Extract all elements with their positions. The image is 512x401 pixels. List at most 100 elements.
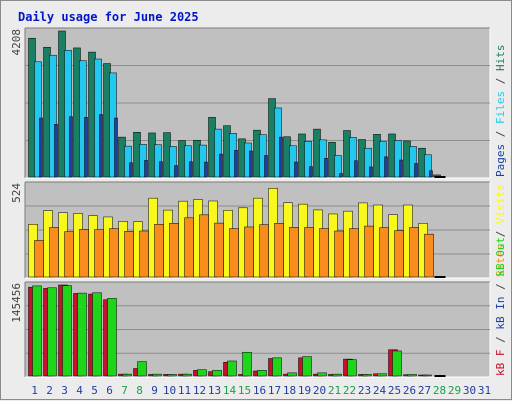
series-sites	[34, 214, 434, 278]
bar	[69, 116, 73, 178]
legend-entry: Files	[494, 91, 507, 124]
bar	[49, 227, 59, 278]
bar	[394, 230, 404, 278]
bar	[324, 158, 328, 178]
x-tick-label: 28	[433, 384, 446, 397]
legend-entry: kB F	[494, 350, 507, 377]
x-tick-label: 22	[343, 384, 356, 397]
bar	[62, 285, 72, 377]
bar	[107, 298, 117, 377]
legend-entry: Visits	[494, 184, 507, 224]
y-axis-max-label: 145456	[10, 283, 23, 323]
series-visits	[28, 188, 428, 278]
bar	[47, 287, 57, 377]
bar	[189, 161, 193, 178]
x-tick-label: 26	[403, 384, 416, 397]
bar	[317, 372, 327, 377]
x-tick-label: 5	[91, 384, 98, 397]
bar	[84, 117, 88, 178]
series-pages	[39, 114, 433, 178]
bar	[32, 285, 42, 377]
bar	[54, 124, 58, 178]
bar	[424, 154, 432, 178]
bar	[199, 144, 207, 178]
bar	[39, 117, 43, 178]
x-tick-label: 11	[178, 384, 191, 397]
bar	[77, 292, 87, 377]
bar	[99, 114, 103, 178]
side-legend: Sites / Visits	[494, 184, 507, 277]
x-tick-label: 7	[121, 384, 128, 397]
bar	[124, 145, 132, 178]
bar	[167, 374, 177, 377]
x-tick-label: 3	[61, 384, 68, 397]
x-tick-label: 19	[298, 384, 311, 397]
bar	[94, 229, 104, 278]
bar	[287, 372, 297, 377]
x-tick-label: 20	[313, 384, 326, 397]
x-tick-label: 18	[283, 384, 296, 397]
bar	[229, 228, 239, 278]
bar	[392, 350, 402, 377]
bar	[184, 145, 192, 178]
bar	[182, 373, 192, 377]
bar	[199, 214, 209, 278]
bar	[409, 227, 419, 278]
bar	[347, 359, 357, 377]
bar	[422, 374, 432, 377]
y-axis-max-label: 4208	[10, 29, 23, 56]
bar	[159, 161, 163, 178]
bar	[174, 165, 178, 178]
bar	[364, 147, 372, 178]
side-legend: Pages / Files / Hits	[494, 45, 507, 178]
bar	[289, 145, 297, 178]
bar	[339, 173, 343, 178]
legend-entry: kB Out	[494, 237, 507, 277]
bar	[249, 150, 253, 178]
bar	[274, 223, 284, 278]
bar	[79, 228, 89, 278]
side-legend: kB F / kB In / kB Out	[494, 237, 507, 376]
bar	[144, 160, 148, 178]
bar	[409, 146, 417, 178]
bar	[152, 373, 162, 377]
bar	[214, 222, 224, 278]
zero-marker	[434, 176, 446, 178]
panel-hits-files-pages: 4208 Pages / Files / Hits	[10, 27, 507, 179]
bar	[294, 161, 298, 178]
panel-kbytes: 145456 kB F / kB In / kB Out	[10, 237, 507, 378]
bar	[242, 351, 252, 377]
x-tick-label: 24	[373, 384, 387, 397]
x-tick-label: 17	[268, 384, 281, 397]
bar	[429, 170, 433, 178]
bar	[272, 357, 282, 377]
bar	[214, 128, 222, 178]
bar	[197, 369, 207, 377]
bar	[264, 155, 268, 178]
chart-title: Daily usage for June 2025	[18, 10, 199, 24]
bar	[279, 136, 283, 178]
bar	[379, 227, 389, 278]
bar	[289, 227, 299, 278]
legend-entry: Sites	[494, 244, 507, 277]
legend-entry: kB In	[494, 297, 507, 330]
bar	[109, 228, 119, 278]
bar	[64, 231, 74, 278]
series-files	[34, 50, 432, 178]
bar	[394, 140, 402, 178]
bar	[334, 155, 342, 178]
bar	[257, 370, 267, 377]
x-tick-label: 12	[193, 384, 206, 397]
bar	[234, 150, 238, 178]
chart-panels: 4208 Pages / Files / Hits 524 Sites / Visit…	[10, 27, 507, 378]
bar	[349, 228, 359, 278]
bar	[154, 144, 162, 178]
bar	[137, 361, 147, 377]
x-tick-label: 15	[238, 384, 251, 397]
legend-entry: Pages	[494, 144, 507, 177]
bar	[124, 231, 134, 278]
x-tick-label: 10	[163, 384, 176, 397]
x-tick-label: 4	[76, 384, 83, 397]
bar	[407, 374, 417, 377]
